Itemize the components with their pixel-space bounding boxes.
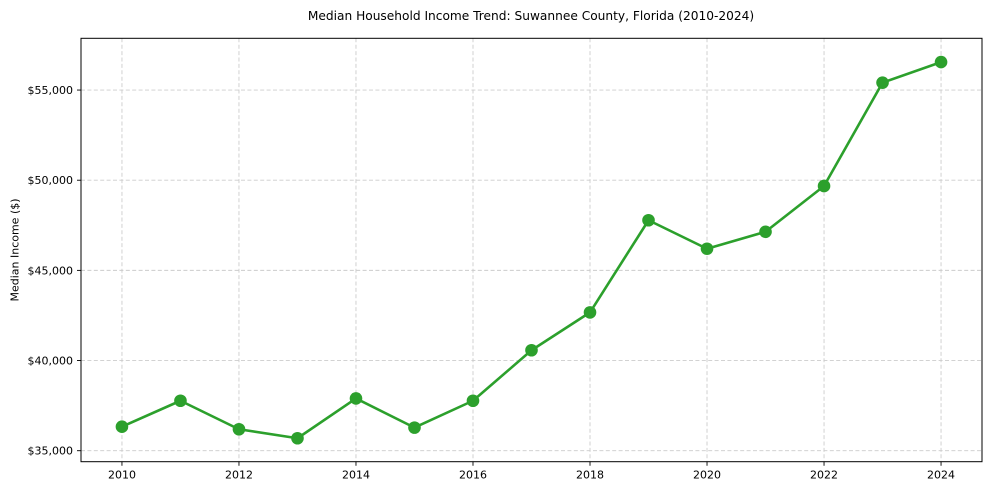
x-tick-label: 2012 (225, 469, 253, 482)
y-tick-label: $55,000 (28, 84, 74, 97)
y-tick-label: $35,000 (28, 445, 74, 458)
data-point-2019 (642, 213, 655, 227)
x-tick-labels: 2010 2012 2014 2016 2018 2020 2022 2024 (108, 469, 955, 482)
x-tick-label: 2018 (576, 469, 604, 482)
tick-marks (77, 89, 942, 466)
y-tick-label: $45,000 (28, 264, 74, 277)
grid-lines (81, 38, 982, 462)
x-tick-label: 2022 (810, 469, 838, 482)
trend-line (120, 60, 943, 440)
data-point-2017 (525, 343, 538, 357)
data-point-2024 (934, 55, 948, 69)
plot-border (80, 37, 983, 463)
x-tick-label: 2010 (108, 469, 136, 482)
data-point-2021 (759, 225, 772, 239)
x-tick-label: 2020 (693, 469, 721, 482)
data-point-2018 (583, 306, 597, 319)
data-point-2023 (876, 76, 889, 89)
data-point-2011 (174, 394, 187, 408)
y-tick-label: $40,000 (28, 355, 74, 368)
data-point-2012 (232, 422, 246, 436)
data-point-2014 (349, 392, 363, 405)
chart-title: Median Household Income Trend: Suwannee … (307, 9, 755, 23)
x-tick-label: 2014 (342, 469, 370, 482)
x-tick-label: 2016 (459, 469, 487, 482)
y-tick-label: $50,000 (28, 174, 74, 187)
data-point-2015 (408, 421, 421, 434)
x-tick-label: 2024 (927, 469, 955, 482)
data-points (115, 55, 948, 445)
data-point-2010 (115, 420, 129, 434)
data-point-2020 (700, 242, 714, 256)
y-tick-labels: $35,000 $40,000 $45,000 $50,000 $55,000 (28, 84, 74, 458)
data-point-2016 (466, 394, 480, 408)
data-point-2013 (291, 431, 304, 445)
data-point-2022 (817, 179, 831, 193)
